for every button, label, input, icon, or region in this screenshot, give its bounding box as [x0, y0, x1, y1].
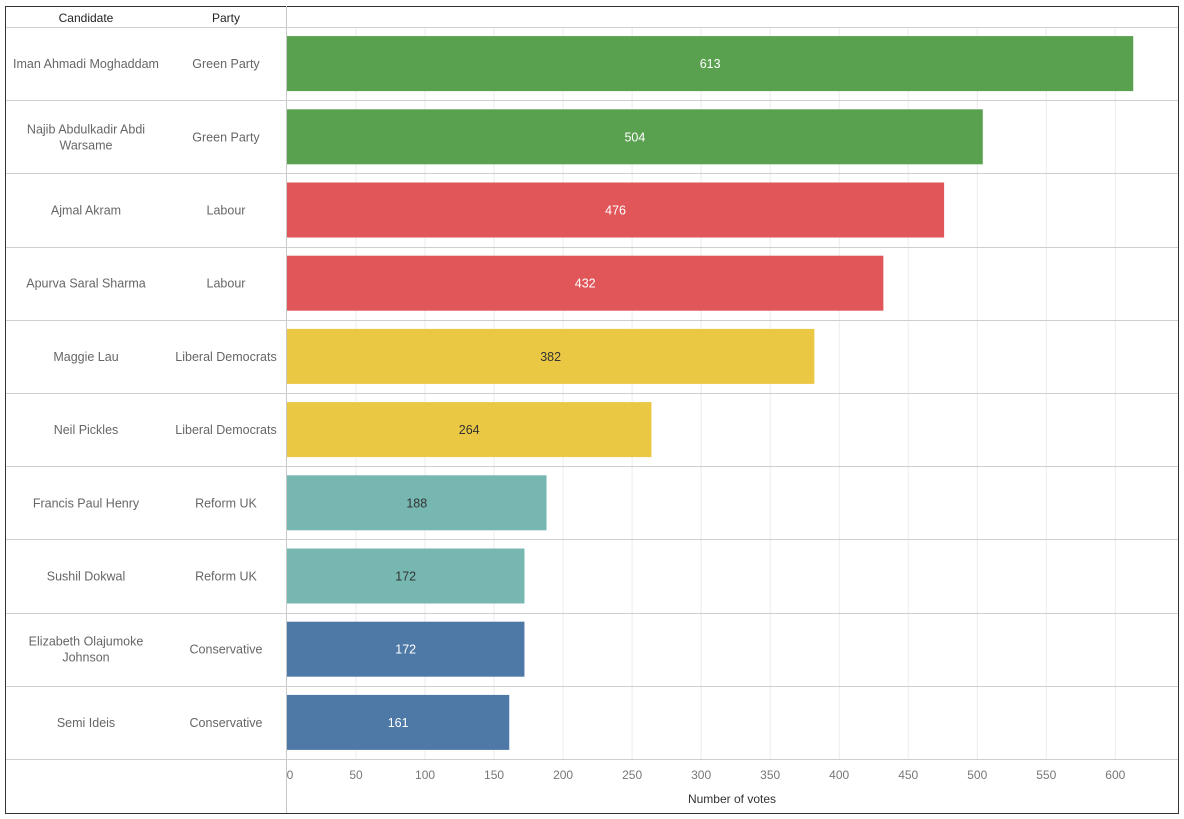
chart-rows: Iman Ahmadi Moghaddam Green Party 613 Najib…: [13, 36, 1134, 750]
table-row: Ajmal Akram Labour 476: [51, 182, 945, 238]
table-row: Apurva Saral Sharma Labour 432: [26, 255, 884, 311]
candidate-name: Ajmal Akram: [51, 204, 121, 218]
candidate-name: Apurva Saral Sharma: [26, 277, 146, 291]
bar-value-label: 264: [459, 423, 480, 437]
candidate-name: Iman Ahmadi Moghaddam: [13, 57, 159, 71]
x-tick-label: 300: [691, 768, 711, 782]
bar-value-label: 172: [395, 643, 416, 657]
party-column-header: Party: [212, 11, 240, 25]
table-row: Semi Ideis Conservative 161: [57, 694, 510, 750]
table-row: Najib Abdulkadir Abdi Warsame Green Party 5…: [27, 109, 983, 165]
bar: [287, 182, 945, 238]
x-tick-label: 450: [898, 768, 918, 782]
x-tick-label: 600: [1105, 768, 1125, 782]
x-tick-label: 350: [760, 768, 780, 782]
x-tick-label: 250: [622, 768, 642, 782]
party-name: Labour: [207, 204, 246, 218]
party-name: Conservative: [190, 643, 263, 657]
party-name: Green Party: [192, 130, 260, 144]
bar: [287, 36, 1134, 92]
bar: [287, 475, 547, 531]
candidate-name: Warsame: [59, 138, 112, 152]
party-name: Conservative: [190, 716, 263, 730]
party-name: Green Party: [192, 57, 260, 71]
bar: [287, 255, 884, 311]
bar-value-label: 161: [388, 716, 409, 730]
table-row: Francis Paul Henry Reform UK 188: [33, 475, 547, 531]
bar-value-label: 613: [700, 57, 721, 71]
party-name: Labour: [207, 277, 246, 291]
x-tick-label: 0: [287, 768, 294, 782]
column-headers: Candidate Party: [59, 11, 240, 25]
candidate-name: Elizabeth Olajumoke: [29, 635, 144, 649]
table-row: Elizabeth Olajumoke Johnson Conservative 17…: [29, 621, 525, 677]
bar-value-label: 504: [624, 130, 645, 144]
bar: [287, 621, 525, 677]
table-row: Maggie Lau Liberal Democrats 382: [53, 328, 815, 384]
bar: [287, 328, 815, 384]
candidate-column-header: Candidate: [59, 11, 114, 25]
x-tick-label: 150: [484, 768, 504, 782]
candidate-name: Maggie Lau: [53, 350, 118, 364]
bar-value-label: 432: [575, 277, 596, 291]
bar: [287, 109, 983, 165]
bar: [287, 548, 525, 604]
candidate-name: Sushil Dokwal: [47, 570, 126, 584]
x-tick-label: 400: [829, 768, 849, 782]
candidate-name: Francis Paul Henry: [33, 496, 140, 510]
x-tick-label: 200: [553, 768, 573, 782]
bar-value-label: 476: [605, 204, 626, 218]
bar-value-label: 188: [406, 496, 427, 510]
table-row: Sushil Dokwal Reform UK 172: [47, 548, 525, 604]
bar-value-label: 172: [395, 570, 416, 584]
row-dividers: [6, 6, 1178, 813]
bar: [287, 694, 510, 750]
x-tick-label: 100: [415, 768, 435, 782]
table-row: Iman Ahmadi Moghaddam Green Party 613: [13, 36, 1134, 92]
bar: [287, 402, 652, 458]
party-name: Liberal Democrats: [175, 423, 276, 437]
party-name: Liberal Democrats: [175, 350, 276, 364]
x-axis-ticks: 0 50 100 150 200 250 300 350 400 450 500 550 600: [287, 768, 1126, 782]
candidate-name: Neil Pickles: [54, 423, 119, 437]
x-tick-label: 500: [967, 768, 987, 782]
party-name: Reform UK: [195, 496, 257, 510]
x-axis-title: Number of votes: [688, 792, 776, 806]
candidate-name: Semi Ideis: [57, 716, 115, 730]
x-tick-label: 50: [349, 768, 363, 782]
party-name: Reform UK: [195, 570, 257, 584]
x-tick-label: 550: [1036, 768, 1056, 782]
chart-frame: [5, 6, 1179, 814]
bar-value-label: 382: [540, 350, 561, 364]
candidate-name: Johnson: [62, 651, 109, 665]
candidate-name: Najib Abdulkadir Abdi: [27, 122, 145, 136]
table-row: Neil Pickles Liberal Democrats 264: [54, 402, 652, 458]
